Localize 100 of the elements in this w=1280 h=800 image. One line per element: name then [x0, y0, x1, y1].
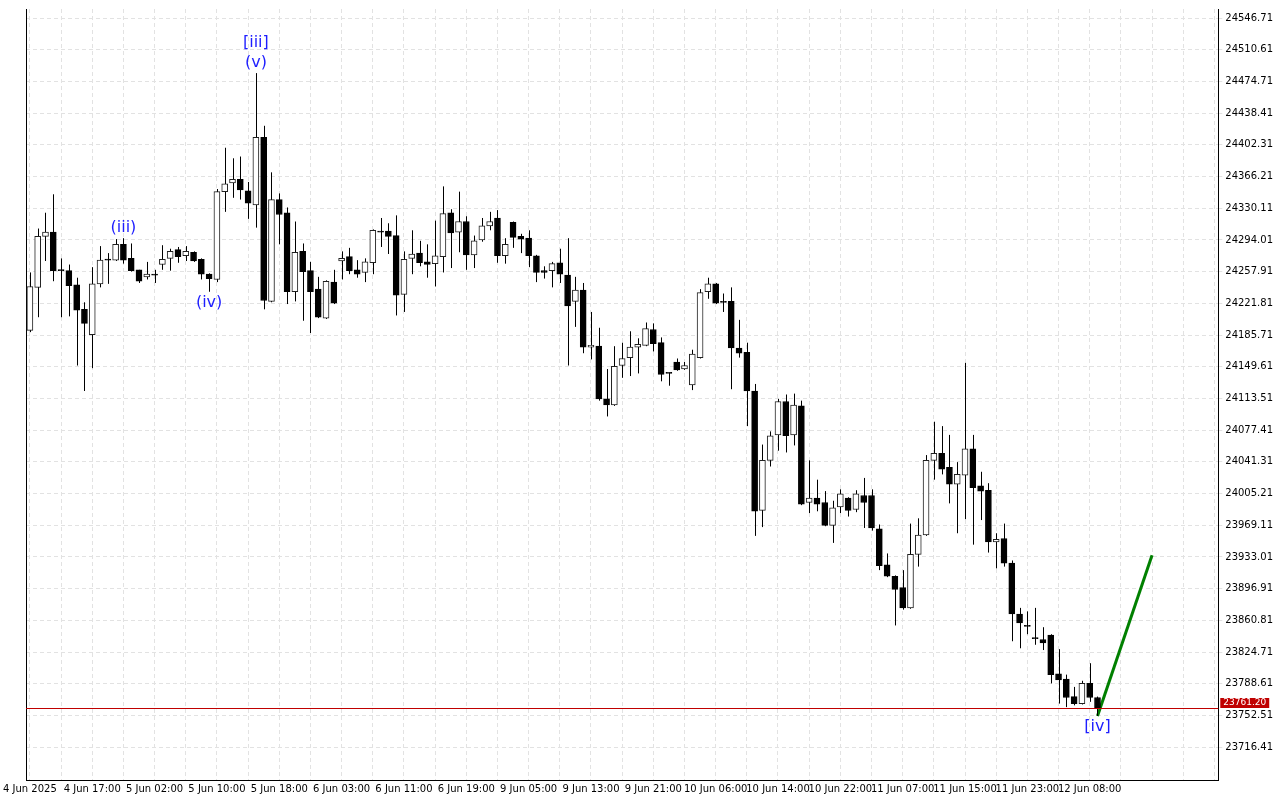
candlestick — [307, 261, 314, 334]
candlestick — [42, 212, 49, 262]
candlestick — [946, 434, 953, 504]
y-tick-label: 23824.71 — [1225, 645, 1273, 657]
candlestick — [977, 471, 984, 521]
y-tick-label: 24149.61 — [1225, 360, 1273, 372]
x-tick-label: 10 Jun 06:00 — [683, 782, 748, 794]
candlestick — [766, 430, 774, 468]
candlestick — [860, 477, 868, 529]
candlestick — [587, 311, 595, 360]
x-tick-label: 6 Jun 19:00 — [437, 782, 495, 794]
y-tick-label: 24005.21 — [1225, 487, 1273, 499]
x-tick-label: 10 Jun 14:00 — [746, 782, 810, 794]
candlestick — [1070, 686, 1078, 706]
candlestick — [603, 368, 610, 417]
candlestick — [837, 488, 844, 514]
candlestick — [198, 257, 205, 280]
candlestick — [330, 269, 338, 305]
candlestick — [112, 238, 119, 262]
candlestick — [556, 248, 564, 284]
candlestick — [525, 229, 532, 268]
candlestick — [104, 252, 112, 285]
candlestick — [649, 322, 657, 352]
candlestick — [813, 479, 821, 512]
annotation: (iv) — [195, 291, 223, 311]
candlestick — [120, 237, 127, 265]
candlestick — [221, 147, 229, 213]
candlestick — [455, 191, 462, 253]
y-tick-label: 24221.81 — [1225, 296, 1273, 308]
candlestick — [829, 500, 836, 544]
candlestick — [408, 229, 416, 275]
y-tick-label: 24257.91 — [1225, 265, 1273, 277]
candlestick — [938, 425, 945, 475]
x-tick-label: 4 Jun 2025 — [3, 782, 57, 794]
candlestick — [953, 461, 961, 534]
candlestick — [821, 490, 829, 527]
candlestick — [127, 242, 135, 273]
x-tick-label: 9 Jun 21:00 — [624, 782, 682, 794]
candlestick — [81, 301, 88, 392]
x-tick-label: 6 Jun 03:00 — [313, 782, 371, 794]
candlestick — [914, 517, 922, 568]
x-tick-label: 9 Jun 13:00 — [562, 782, 620, 794]
candlestick — [236, 156, 244, 201]
y-tick-label: 24366.21 — [1225, 170, 1273, 182]
candlestick — [486, 211, 493, 231]
y-tick-label: 23969.11 — [1225, 518, 1273, 530]
candlestick — [151, 269, 158, 284]
candlestick — [720, 293, 727, 313]
candlestick — [899, 569, 907, 611]
y-tick-label: 24077.41 — [1225, 423, 1273, 435]
candlestick — [377, 217, 384, 248]
x-tick-label: 9 Jun 05:00 — [500, 782, 558, 794]
annotation: [iii] — [242, 32, 269, 52]
candlestick — [447, 208, 455, 269]
candlestick — [159, 244, 166, 271]
candlestick — [533, 254, 540, 283]
x-tick-label: 4 Jun 17:00 — [63, 782, 121, 794]
candlestick — [346, 247, 353, 275]
candlestick — [501, 237, 509, 265]
candlestick — [618, 342, 626, 379]
candlestick — [385, 222, 392, 255]
y-tick-label: 24402.31 — [1225, 138, 1273, 150]
y-tick-label: 23933.01 — [1225, 550, 1273, 562]
candlestick — [431, 220, 439, 287]
y-tick-label: 24294.01 — [1225, 233, 1273, 245]
candlestick — [1063, 674, 1070, 708]
ref-line-label: 23761.20 — [1223, 697, 1267, 708]
annotation: (v) — [244, 52, 267, 72]
x-tick-label: 5 Jun 10:00 — [188, 782, 246, 794]
candlestick — [1055, 648, 1062, 705]
annotation: [iv] — [1084, 716, 1111, 736]
y-tick-label: 24510.61 — [1225, 43, 1273, 55]
candlestick — [852, 489, 860, 513]
candlestick — [1024, 610, 1031, 635]
y-tick-label: 23896.91 — [1225, 582, 1273, 594]
y-tick-label: 24474.71 — [1225, 74, 1273, 86]
candlestick — [805, 459, 813, 514]
x-tick-label: 11 Jun 23:00 — [995, 782, 1060, 794]
candlestick — [57, 257, 65, 318]
y-tick-label: 24113.51 — [1225, 392, 1273, 404]
y-tick-label: 24330.11 — [1225, 201, 1273, 213]
x-tick-label: 10 Jun 22:00 — [808, 782, 873, 794]
candlestick — [229, 157, 236, 199]
candlestick — [930, 421, 938, 481]
x-tick-label: 11 Jun 15:00 — [933, 782, 997, 794]
candlestick — [1086, 662, 1094, 703]
y-tick-label: 24438.41 — [1225, 106, 1273, 118]
x-tick-label: 5 Jun 02:00 — [126, 782, 184, 794]
y-tick-label: 24546.71 — [1225, 11, 1273, 23]
x-tick-label: 5 Jun 18:00 — [250, 782, 308, 794]
candlestick — [548, 261, 556, 288]
x-tick-label: 6 Jun 11:00 — [375, 782, 433, 794]
candlestick — [299, 242, 306, 322]
y-tick-label: 24041.31 — [1225, 455, 1273, 467]
candlestick — [166, 248, 174, 272]
y-tick-label: 23716.41 — [1225, 740, 1273, 752]
y-tick-label: 23788.61 — [1225, 677, 1273, 689]
y-tick-label: 23752.51 — [1225, 709, 1273, 721]
candlestick — [275, 192, 283, 245]
candlestick — [416, 240, 423, 267]
